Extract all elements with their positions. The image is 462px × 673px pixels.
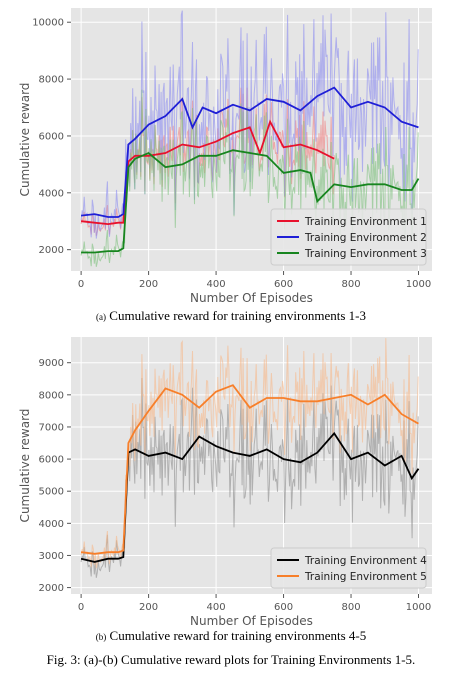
chart-a-x-tick-label: 1000 — [406, 279, 431, 290]
chart-a-series-3-line — [81, 149, 420, 254]
chart-a-y-tick-label: 8000 — [39, 75, 64, 86]
chart-b-caption-tag: (b) — [95, 632, 107, 642]
chart-a-series-2-line — [81, 86, 419, 218]
chart-a-x-axis-label: Number Of Episodes — [190, 291, 313, 305]
figure-caption: Fig. 3: (a)-(b) Cumulative reward plots … — [46, 652, 416, 667]
chart-a-x-tick-label: 200 — [139, 279, 158, 290]
chart-a-caption: (a) Cumulative reward for training envir… — [0, 308, 462, 324]
chart-b-legend-label-2: Training Environment 5 — [304, 571, 427, 583]
chart-b-series-1-line — [80, 431, 420, 563]
chart-b-y-axis-label: Cumulative reward — [18, 409, 32, 523]
chart-b-y-tick-label: 2000 — [39, 583, 64, 594]
chart-a-y-tick-label: 10000 — [32, 18, 64, 29]
chart-b-x-tick-label: 0 — [78, 602, 84, 613]
chart-a-caption-text: Cumulative reward for training environme… — [109, 308, 366, 323]
chart-b-x-tick-label: 1000 — [406, 602, 431, 613]
chart-a-series-1-line — [81, 119, 335, 226]
chart-a-legend-label-1: Training Environment 1 — [304, 216, 427, 228]
chart-b-x-tick-label: 800 — [341, 602, 360, 613]
chart-b-x-tick-label: 600 — [274, 602, 293, 613]
chart-b-x-axis-label: Number Of Episodes — [190, 614, 313, 628]
chart-b-y-tick-label: 4000 — [39, 519, 64, 530]
chart-b-plot: 0 200 400 600 800 1000 2000 3000 4000 5000 6000 700… — [18, 337, 432, 628]
chart-b-series-2-line — [80, 384, 419, 555]
chart-a-caption-tag: (a) — [96, 312, 107, 322]
chart-a-x-tick-label: 0 — [78, 279, 84, 290]
chart-b-legend-label-1: Training Environment 4 — [304, 555, 427, 567]
chart-a-legend-label-2: Training Environment 2 — [304, 232, 427, 244]
chart-b-y-tick-label: 6000 — [39, 455, 64, 466]
chart-b-caption-text: Cumulative reward for training environme… — [109, 628, 367, 643]
chart-a-legend — [270, 208, 427, 266]
chart-b-y-tick-label: 9000 — [39, 358, 64, 369]
chart-a-y-tick-label: 6000 — [39, 131, 64, 142]
chart-a-x-tick-label: 400 — [207, 279, 226, 290]
chart-b: 0 200 400 600 800 1000 2000 3000 4000 5000 6000 700… — [0, 330, 462, 648]
chart-a-plot: 0 200 400 600 800 1000 2000 4000 6000 8000 10000 Nu… — [18, 8, 432, 305]
chart-b-raw-series-1 — [80, 377, 419, 578]
chart-b-legend — [270, 547, 427, 589]
chart-a-raw-series-2 — [80, 10, 419, 239]
chart-a-y-tick-label: 4000 — [39, 188, 64, 199]
chart-a: 0 200 400 600 800 1000 2000 4000 6000 8000 10000 Nu… — [0, 0, 462, 330]
chart-b-caption: (b) Cumulative reward for training envir… — [0, 628, 462, 644]
chart-b-x-tick-label: 200 — [139, 602, 158, 613]
chart-b-y-tick-label: 7000 — [39, 422, 64, 433]
chart-b-y-tick-label: 8000 — [39, 390, 64, 401]
chart-a-x-tick-label: 800 — [341, 279, 360, 290]
chart-b-y-tick-label: 3000 — [39, 551, 64, 562]
chart-b-y-tick-label: 5000 — [39, 487, 64, 498]
chart-a-y-tick-label: 2000 — [39, 245, 64, 256]
chart-a-legend-label-3: Training Environment 3 — [304, 248, 427, 260]
chart-b-raw-series-2 — [80, 338, 419, 569]
chart-a-x-tick-label: 600 — [274, 279, 293, 290]
chart-a-y-axis-label: Cumulative reward — [18, 83, 32, 197]
chart-b-x-tick-label: 400 — [207, 602, 226, 613]
